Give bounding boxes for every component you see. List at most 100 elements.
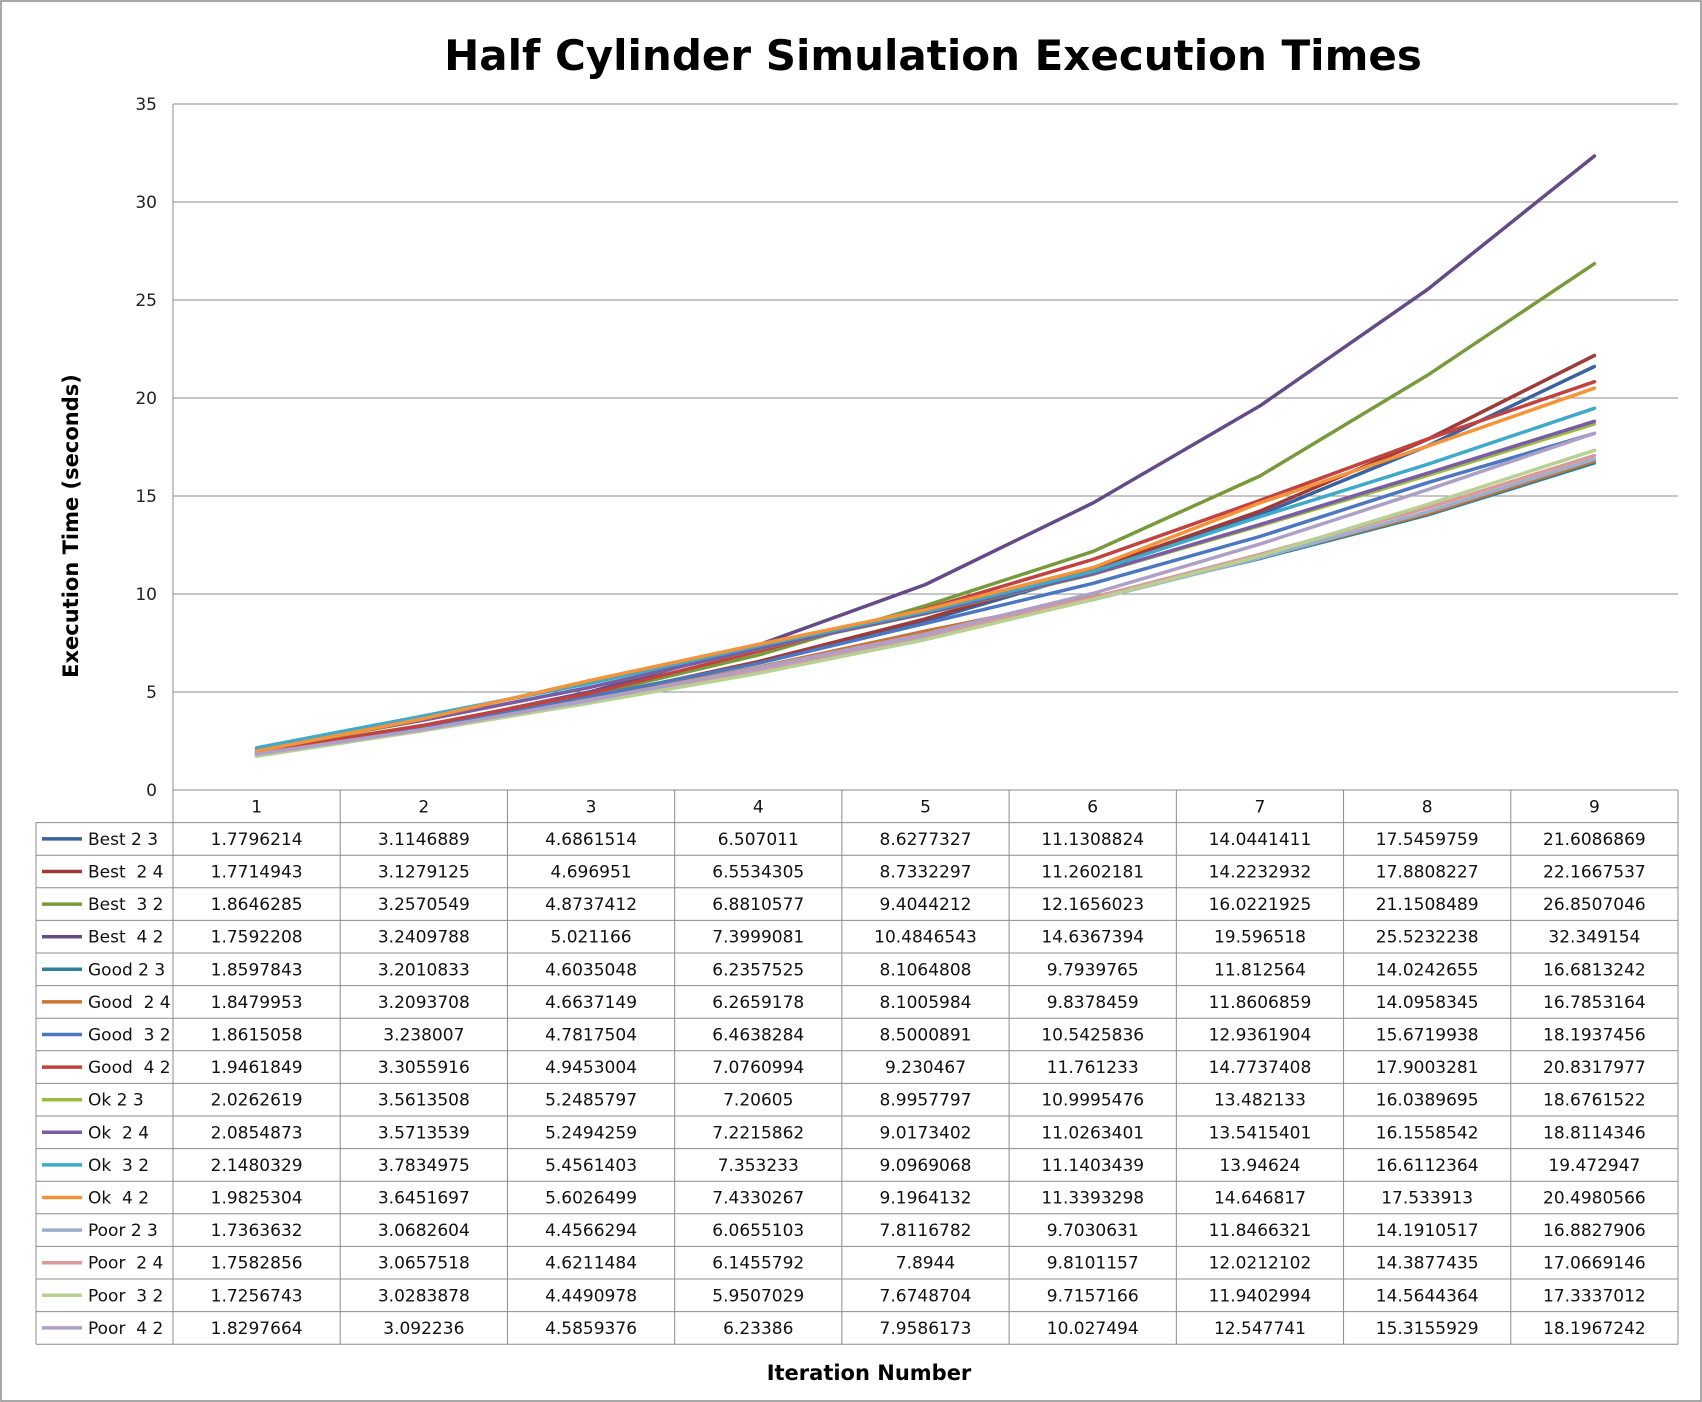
data-label: 17.9003281 — [1376, 1058, 1479, 1078]
data-label: 18.1967242 — [1543, 1319, 1646, 1339]
data-label: 13.94624 — [1219, 1156, 1300, 1176]
data-label: 1.8297664 — [211, 1319, 303, 1339]
data-label: 3.1279125 — [378, 863, 470, 883]
data-label: 11.1308824 — [1041, 830, 1144, 850]
data-label: 10.027494 — [1047, 1319, 1139, 1339]
data-label: 16.7853164 — [1543, 993, 1646, 1013]
data-label: 1.7256743 — [211, 1286, 303, 1306]
data-label: 10.9995476 — [1041, 1091, 1144, 1111]
data-label: 12.547741 — [1214, 1319, 1306, 1339]
data-label: 5.9507029 — [712, 1286, 804, 1306]
data-label: 9.0969068 — [880, 1156, 972, 1176]
data-label: 11.9402994 — [1209, 1286, 1312, 1306]
data-label: 8.9957797 — [880, 1091, 972, 1111]
data-label: 1.7592208 — [211, 928, 303, 948]
data-label: 5.6026499 — [545, 1189, 637, 1209]
legend-entry: Best 3 2 — [88, 895, 164, 915]
data-label: 19.596518 — [1214, 928, 1306, 948]
legend-entry: Poor 2 3 — [88, 1221, 158, 1241]
data-label: 8.7332297 — [880, 863, 972, 883]
data-label: 6.1455792 — [712, 1254, 804, 1274]
data-label: 3.0657518 — [378, 1254, 470, 1274]
data-label: 2.0262619 — [211, 1091, 303, 1111]
data-label: 14.0242655 — [1376, 960, 1479, 980]
data-label: 10.4846543 — [874, 928, 977, 948]
x-tick-label: 1 — [251, 797, 262, 817]
data-label: 3.1146889 — [378, 830, 470, 850]
x-axis-label: Iteration Number — [767, 1361, 972, 1385]
data-label: 4.8737412 — [545, 895, 637, 915]
data-label: 1.8479953 — [211, 993, 303, 1013]
data-label: 11.761233 — [1047, 1058, 1139, 1078]
data-table: 1 2 3 4 5 6 7 8 9 Best 2 3 1.7796214 3.1146889 4.686… — [35, 789, 1679, 1345]
x-tick-label: 4 — [753, 797, 764, 817]
data-label: 9.7157166 — [1047, 1286, 1139, 1306]
data-label: 3.7834975 — [378, 1156, 470, 1176]
data-label: 7.8944 — [896, 1254, 955, 1274]
data-label: 32.349154 — [1548, 928, 1640, 948]
data-label: 14.3877435 — [1376, 1254, 1479, 1274]
legend-entry: Best 2 4 — [88, 863, 164, 883]
data-label: 14.1910517 — [1376, 1221, 1479, 1241]
legend-entry: Ok 3 2 — [88, 1156, 149, 1176]
data-label: 21.1508489 — [1376, 895, 1479, 915]
data-label: 9.0173402 — [880, 1123, 972, 1143]
data-label: 17.8808227 — [1376, 863, 1479, 883]
data-label: 16.1558542 — [1376, 1123, 1479, 1143]
data-label: 6.2357525 — [712, 960, 804, 980]
data-label: 11.8466321 — [1209, 1221, 1312, 1241]
data-label: 7.2215862 — [712, 1123, 804, 1143]
x-tick-label: 7 — [1255, 797, 1266, 817]
data-label: 11.812564 — [1214, 960, 1306, 980]
data-label: 2.1480329 — [211, 1156, 303, 1176]
data-label: 3.3055916 — [378, 1058, 470, 1078]
data-label: 4.6637149 — [545, 993, 637, 1013]
data-label: 7.353233 — [718, 1156, 799, 1176]
data-label: 16.6813242 — [1543, 960, 1646, 980]
data-label: 6.507011 — [718, 830, 799, 850]
legend-entry: Poor 2 4 — [88, 1254, 163, 1274]
x-tick-label: 6 — [1087, 797, 1098, 817]
data-label: 5.021166 — [550, 928, 631, 948]
data-label: 20.4980566 — [1543, 1189, 1646, 1209]
data-label: 7.9586173 — [880, 1319, 972, 1339]
data-label: 5.2485797 — [545, 1091, 637, 1111]
data-label: 3.2093708 — [378, 993, 470, 1013]
data-label: 13.5415401 — [1209, 1123, 1312, 1143]
legend-entry: Good 4 2 — [88, 1058, 171, 1078]
y-tick-label: 0 — [146, 781, 157, 801]
data-label: 3.2010833 — [378, 960, 470, 980]
data-label: 12.1656023 — [1041, 895, 1144, 915]
legend-entry: Good 2 4 — [88, 993, 171, 1013]
legend-entry: Ok 4 2 — [88, 1189, 149, 1209]
data-label: 4.9453004 — [545, 1058, 637, 1078]
data-label: 1.9825304 — [211, 1189, 303, 1209]
data-label: 16.0221925 — [1209, 895, 1312, 915]
data-label: 14.7737408 — [1209, 1058, 1312, 1078]
data-label: 26.8507046 — [1543, 895, 1646, 915]
legend-entry: Ok 2 3 — [88, 1091, 144, 1111]
data-label: 4.6861514 — [545, 830, 637, 850]
x-tick-label: 8 — [1422, 797, 1433, 817]
data-label: 19.472947 — [1548, 1156, 1640, 1176]
data-label: 7.20605 — [723, 1091, 793, 1111]
data-label: 9.8378459 — [1047, 993, 1139, 1013]
data-label: 15.6719938 — [1376, 1026, 1479, 1046]
legend-entry: Poor 3 2 — [88, 1286, 163, 1306]
legend-entry: Ok 2 4 — [88, 1123, 149, 1143]
data-label: 5.4561403 — [545, 1156, 637, 1176]
y-axis-label: Execution Time (seconds) — [59, 374, 83, 678]
data-label: 11.1403439 — [1041, 1156, 1144, 1176]
data-label: 4.6035048 — [545, 960, 637, 980]
data-label: 14.6367394 — [1041, 928, 1144, 948]
data-label: 7.0760994 — [712, 1058, 804, 1078]
x-tick-label: 2 — [418, 797, 429, 817]
data-label: 4.7817504 — [545, 1026, 637, 1046]
data-label: 6.4638284 — [712, 1026, 804, 1046]
data-label: 22.1667537 — [1543, 863, 1646, 883]
y-tick-label: 5 — [146, 683, 157, 703]
data-label: 3.5613508 — [378, 1091, 470, 1111]
data-label: 18.8114346 — [1543, 1123, 1646, 1143]
data-label: 11.2602181 — [1041, 863, 1144, 883]
